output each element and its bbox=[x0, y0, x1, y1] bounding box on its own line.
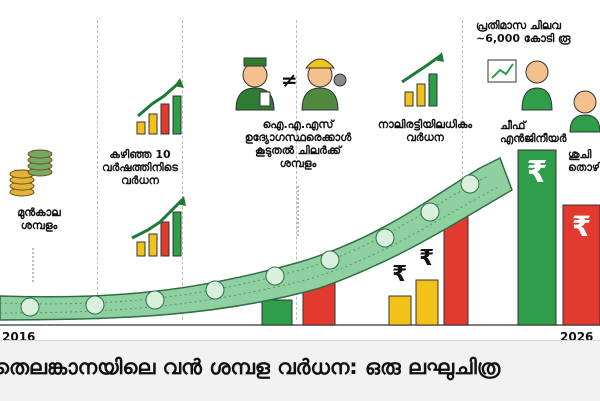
rupee-icon-2: ₹ bbox=[419, 246, 435, 271]
guide-line-3 bbox=[296, 20, 297, 320]
not-equal-symbol: ≠ bbox=[281, 68, 298, 92]
note-coin-6 bbox=[320, 250, 340, 270]
bar-green-1 bbox=[261, 299, 293, 326]
guide-line-2 bbox=[182, 20, 183, 320]
bar-yellow-2 bbox=[388, 295, 412, 326]
bar-red-2 bbox=[443, 207, 469, 326]
page-title: തെലങ്കാനയിലെ വൻ ശമ്പള വർധന: ഒരു ലഘുചിത്ര bbox=[0, 355, 501, 379]
growth-chart-icon bbox=[136, 78, 184, 135]
note-coin-9 bbox=[460, 174, 480, 194]
note-coin-1 bbox=[20, 297, 40, 317]
presenter-icon bbox=[487, 59, 553, 111]
engineer-icon bbox=[569, 90, 600, 133]
label-base-salary: മുൻകാല ശമ്പളം bbox=[17, 206, 61, 232]
note-coin-4 bbox=[205, 280, 225, 300]
bar-yellow-3 bbox=[415, 279, 439, 326]
growth-chart-icon-2 bbox=[131, 196, 186, 257]
note-coin-7 bbox=[375, 228, 395, 248]
guide-line-4 bbox=[462, 20, 463, 320]
bar-green-big bbox=[517, 149, 557, 326]
label-fourfold: നാലിരട്ടിയിലധികം വർധന bbox=[377, 118, 473, 144]
bar-red-big bbox=[562, 204, 600, 326]
bar-growth-icon bbox=[401, 52, 444, 107]
rupee-icon-big-green: ₹ bbox=[526, 155, 548, 190]
note-coin-5 bbox=[265, 266, 285, 286]
label-chief-engineer: ചീഫ് എൻജിനീയർ bbox=[500, 119, 567, 145]
label-ten-year-growth: കഴിഞ്ഞ 10 വർഷത്തിനിടെ വർധന bbox=[102, 148, 178, 187]
label-monthly-expense: പ്രതിമാസ ചിലവ ~6,000 കോടി രൂ bbox=[476, 19, 571, 45]
title-bar bbox=[0, 340, 600, 401]
note-coin-3 bbox=[145, 290, 165, 310]
coin-stack-icon bbox=[9, 149, 53, 197]
note-coin-2 bbox=[85, 295, 105, 315]
label-ias-compare: ഐ.എ.എസ് ഉദ്യോഗസ്ഥരെക്കാൾ കൂടുതൽ ചിലർക്ക് ശമ… bbox=[244, 118, 352, 170]
rupee-icon-big-red: ₹ bbox=[571, 210, 592, 243]
guide-line-1 bbox=[97, 20, 98, 320]
note-coin-8 bbox=[420, 202, 440, 222]
label-salary-word: ശുചി തൊഴി bbox=[568, 148, 600, 174]
officer-icon bbox=[235, 57, 275, 111]
worker-icon bbox=[301, 58, 347, 111]
rupee-icon-1: ₹ bbox=[392, 262, 408, 287]
